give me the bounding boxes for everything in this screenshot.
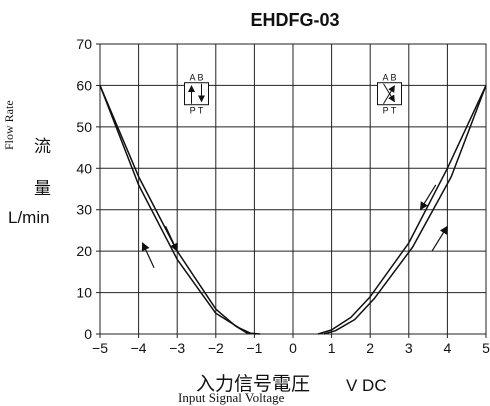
valve-flow-arrow: [383, 83, 395, 103]
direction-arrow: [431, 225, 448, 252]
y-tick-label: 30: [76, 202, 92, 218]
valve-ports-top: A B: [189, 73, 203, 83]
x-tick-label: 2: [366, 340, 374, 356]
x-axis-label-cn: 入力信号電圧: [196, 373, 311, 395]
x-tick-label: 0: [289, 340, 297, 356]
y-axis-unit: L/min: [8, 208, 50, 227]
valve-ports-top: A B: [382, 73, 396, 83]
series-line: [323, 85, 487, 335]
x-tick-label: −2: [208, 340, 224, 356]
x-tick-label: −4: [131, 340, 147, 356]
series-line: [99, 85, 257, 335]
x-tick-label: 3: [405, 340, 413, 356]
grid: [99, 43, 487, 335]
x-tick-label: 4: [444, 340, 452, 356]
valve-ports-bottom: P T: [383, 106, 397, 116]
y-axis-label-en: Flow Rate: [2, 100, 16, 150]
y-tick-label: 60: [76, 77, 92, 93]
y-tick-label: 70: [76, 36, 92, 52]
x-tick-label: −1: [246, 340, 262, 356]
x-tick-label: 5: [482, 340, 490, 356]
series-line: [99, 85, 261, 335]
series-line: [317, 85, 487, 335]
chart-title: EHDFG-03: [250, 10, 340, 30]
valve-symbol-parallel: A B P T: [184, 73, 209, 116]
series-lines: [99, 85, 487, 335]
y-axis-label-cn-1: 流: [34, 137, 51, 157]
annotations: A B P T A B P T: [141, 73, 448, 268]
x-tick-label: −3: [169, 340, 185, 356]
valve-symbol-crossed: A B P T: [377, 73, 402, 116]
x-tick-label: −5: [92, 340, 108, 356]
direction-arrow: [165, 226, 178, 252]
x-axis-label-en: Input Signal Voltage: [178, 390, 285, 405]
direction-arrow: [141, 242, 155, 268]
valve-box: [184, 82, 209, 106]
y-tick-label: 20: [76, 243, 92, 259]
y-tick-label: 40: [76, 160, 92, 176]
valve-ports-bottom: P T: [190, 106, 204, 116]
y-tick-label: 10: [76, 285, 92, 301]
y-tick-label: 50: [76, 119, 92, 135]
y-tick-label: 0: [84, 326, 92, 342]
x-tick-label: 1: [328, 340, 336, 356]
x-axis-unit: V DC: [346, 376, 387, 395]
y-axis-label-cn-2: 量: [34, 179, 51, 199]
direction-arrow: [419, 184, 437, 211]
